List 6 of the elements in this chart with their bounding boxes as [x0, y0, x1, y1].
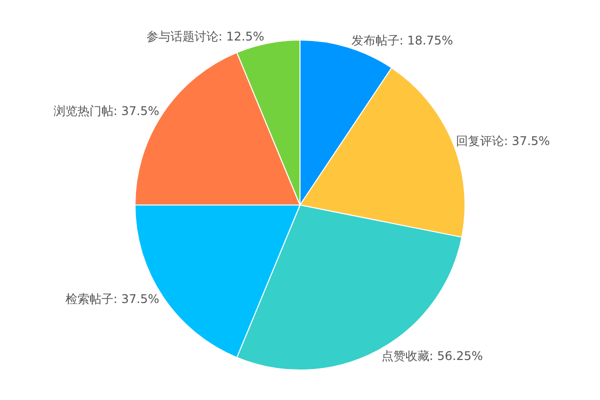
slice-label: 检索帖子: 37.5%	[65, 292, 160, 306]
slice-label: 浏览热门帖: 37.5%	[53, 104, 160, 118]
slice-label: 回复评论: 37.5%	[456, 134, 550, 148]
slice-label: 发布帖子: 18.75%	[351, 34, 454, 48]
slice-label: 参与话题讨论: 12.5%	[146, 29, 264, 44]
slice-label: 点赞收藏: 56.25%	[381, 348, 483, 363]
